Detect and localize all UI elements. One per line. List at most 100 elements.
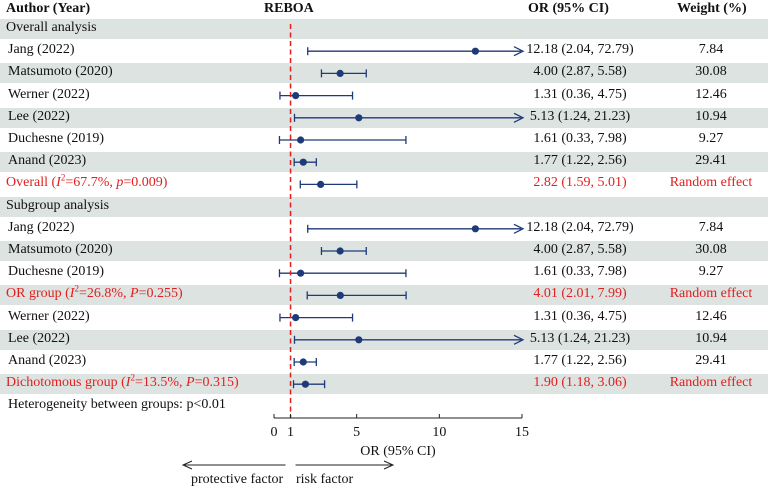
- summary-ci-text: 4.01 (2.01, 7.99): [533, 286, 627, 302]
- stat-i: I: [69, 286, 75, 302]
- study-point: [355, 336, 363, 344]
- ci-arrow: [513, 46, 525, 57]
- study-label: Anand (2023): [8, 153, 87, 169]
- study-ci-text: 4.00 (2.87, 5.58): [533, 242, 627, 257]
- stat-value: =13.5%,: [134, 375, 186, 391]
- study-ci-text: 1.77 (1.22, 2.56): [533, 153, 627, 169]
- study-point: [336, 69, 344, 77]
- stat-sup: 2: [130, 372, 135, 383]
- header-study: Author (Year): [6, 1, 91, 16]
- study-point: [355, 114, 363, 122]
- summary-label: Dichotomous group (I2=13.5%, P=0.315): [6, 373, 239, 393]
- study-point: [299, 358, 307, 366]
- study-ci-text: 12.18 (2.04, 72.79): [526, 42, 634, 58]
- study-label: Duchesne (2019): [8, 131, 105, 146]
- row-band: [0, 63, 768, 84]
- summary-ci-text: 2.82 (1.59, 5.01): [533, 175, 627, 191]
- study-label: Matsumoto (2020): [8, 242, 113, 257]
- x-tick-label: 10: [432, 425, 447, 440]
- section-label: Subgroup analysis: [6, 197, 110, 213]
- x-tick-label: 0: [270, 425, 278, 440]
- study-ci-text: 1.31 (0.36, 4.75): [533, 86, 627, 102]
- stat-sup: 2: [60, 172, 66, 183]
- study-ci-text: 1.77 (1.22, 2.56): [533, 353, 627, 368]
- protective-arrow-head: [181, 460, 193, 470]
- row-band: [0, 374, 768, 395]
- study-weight: 30.08: [695, 242, 727, 257]
- summary-point: [317, 180, 325, 188]
- stat-end: =0.315): [194, 375, 239, 391]
- risk-arrow-head: [383, 460, 395, 470]
- x-axis-label: OR (95% CI): [360, 444, 436, 459]
- study-point: [297, 136, 305, 144]
- summary-weight: Random effect: [669, 375, 753, 391]
- study-weight: 9.27: [698, 264, 724, 280]
- ci-arrow: [513, 112, 525, 123]
- summary-label-prefix: OR group (: [6, 286, 70, 302]
- stat-i: I: [125, 375, 131, 391]
- study-ci-text: 12.18 (2.04, 72.79): [526, 219, 634, 235]
- study-weight: 30.08: [695, 64, 727, 80]
- summary-point: [301, 380, 310, 388]
- study-ci-text: 5.13 (1.24, 21.23): [529, 330, 631, 346]
- summary-weight: Random effect: [669, 286, 753, 302]
- stat-value: =26.8%,: [78, 286, 131, 302]
- stat-i: I: [56, 175, 61, 191]
- study-ci-text: 1.61 (0.33, 7.98): [533, 131, 627, 146]
- study-point: [292, 92, 300, 100]
- risk-factor-label: risk factor: [296, 472, 354, 487]
- header-plot-title: REBOA: [264, 1, 314, 16]
- study-ci-text: 4.00 (2.87, 5.58): [533, 64, 627, 80]
- summary-weight: Random effect: [669, 175, 753, 191]
- study-label: Jang (2022): [8, 219, 75, 235]
- stat-p: P: [186, 375, 195, 391]
- row-band: [0, 241, 768, 261]
- study-label: Lee (2022): [8, 330, 70, 346]
- study-label: Jang (2022): [8, 42, 75, 58]
- study-ci-text: 1.31 (0.36, 4.75): [533, 308, 627, 324]
- study-ci-text: 5.13 (1.24, 21.23): [529, 108, 631, 124]
- study-label: Duchesne (2019): [8, 264, 105, 280]
- stat-end: =0.255): [138, 286, 183, 302]
- study-point: [471, 225, 479, 233]
- summary-ci-text: 1.90 (1.18, 3.06): [533, 375, 627, 391]
- summary-label: Overall (I2=67.7%, p=0.009): [6, 173, 167, 193]
- stat-end: =0.009): [123, 175, 168, 191]
- row-band: [0, 19, 768, 39]
- summary-label-prefix: Dichotomous group (: [6, 375, 126, 391]
- study-weight: 29.41: [695, 353, 727, 368]
- study-label: Werner (2022): [8, 86, 90, 102]
- study-weight: 10.94: [695, 330, 727, 346]
- study-point: [299, 158, 307, 166]
- study-point: [297, 269, 305, 277]
- section-label: Overall analysis: [6, 20, 97, 35]
- study-weight: 29.41: [695, 153, 727, 169]
- x-tick-label: 5: [353, 425, 361, 440]
- study-weight: 10.94: [695, 108, 727, 124]
- study-point: [292, 314, 300, 322]
- stat-sup: 2: [74, 283, 79, 294]
- study-weight: 12.46: [695, 86, 727, 102]
- header-or: OR (95% CI): [528, 1, 609, 16]
- x-tick-label: 15: [515, 425, 529, 440]
- summary-point: [336, 291, 344, 299]
- header-weight: Weight (%): [677, 1, 747, 16]
- study-weight: 7.84: [698, 42, 724, 58]
- study-point: [336, 247, 344, 255]
- stat-value: =67.7%,: [65, 175, 117, 191]
- study-point: [471, 47, 479, 55]
- protective-factor-label: protective factor: [191, 472, 284, 487]
- study-label: Lee (2022): [8, 108, 70, 124]
- stat-p: P: [130, 286, 139, 302]
- study-ci-text: 1.61 (0.33, 7.98): [533, 264, 627, 280]
- study-weight: 9.27: [698, 131, 724, 146]
- study-label: Anand (2023): [8, 353, 87, 368]
- summary-label: OR group (I2=26.8%, P=0.255): [6, 284, 183, 304]
- summary-label-prefix: Overall (: [6, 175, 57, 191]
- x-tick-label: 1: [287, 425, 295, 440]
- study-label: Werner (2022): [8, 308, 90, 324]
- row-band: [0, 196, 768, 217]
- stat-p: p: [116, 175, 124, 191]
